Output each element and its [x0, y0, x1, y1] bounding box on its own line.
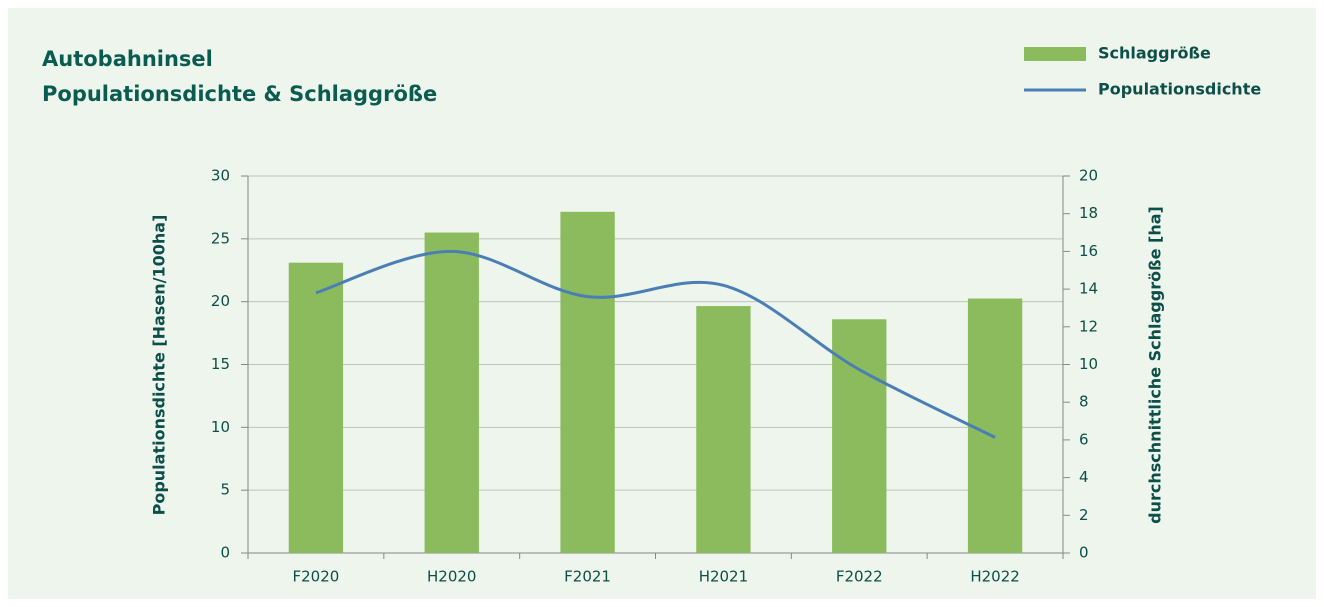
- y-tick-label: 20: [211, 292, 230, 310]
- y2-tick-label: 18: [1079, 204, 1098, 222]
- y-tick-label: 0: [220, 544, 230, 562]
- y-tick-label: 5: [220, 481, 230, 499]
- x-tick-label: H2022: [970, 568, 1019, 586]
- bar: [424, 232, 479, 554]
- y2-axis-label: durchschnittliche Schlaggröße [ha]: [1146, 206, 1165, 524]
- chart-title: Populationsdichte & Schlaggröße: [42, 82, 437, 106]
- x-tick-label: H2020: [427, 568, 476, 586]
- y2-tick-label: 12: [1079, 317, 1098, 335]
- y-axis-label: Populationsdichte [Hasen/100ha]: [150, 215, 169, 516]
- y2-tick-label: 20: [1079, 167, 1098, 185]
- bar: [288, 262, 344, 553]
- legend-label: Populationsdichte: [1098, 80, 1261, 99]
- background: [8, 8, 1316, 599]
- bar: [696, 306, 751, 553]
- bar: [967, 298, 1023, 553]
- bar: [832, 319, 887, 553]
- bar: [560, 211, 615, 553]
- x-tick-label: H2021: [699, 568, 748, 586]
- y2-tick-label: 10: [1079, 355, 1098, 373]
- y-tick-label: 15: [211, 355, 230, 373]
- y2-tick-label: 4: [1079, 468, 1089, 486]
- y2-tick-label: 14: [1079, 280, 1098, 298]
- y2-tick-label: 2: [1079, 506, 1089, 524]
- line: [315, 249, 996, 439]
- y-tick-label: 25: [211, 229, 230, 247]
- chart-title: Autobahninsel: [42, 47, 213, 71]
- x-tick-label: F2020: [293, 568, 340, 586]
- y2-tick-label: 16: [1079, 242, 1098, 260]
- y-tick-label: 30: [211, 167, 230, 185]
- legend-swatch: [1024, 47, 1086, 61]
- legend-label: Schlaggröße: [1098, 44, 1211, 63]
- y2-tick-label: 0: [1079, 544, 1089, 562]
- x-tick-label: F2022: [836, 568, 883, 586]
- x-tick-label: F2021: [564, 568, 611, 586]
- y-tick-label: 10: [211, 418, 230, 436]
- y2-tick-label: 6: [1079, 430, 1089, 448]
- y2-tick-label: 8: [1079, 393, 1089, 411]
